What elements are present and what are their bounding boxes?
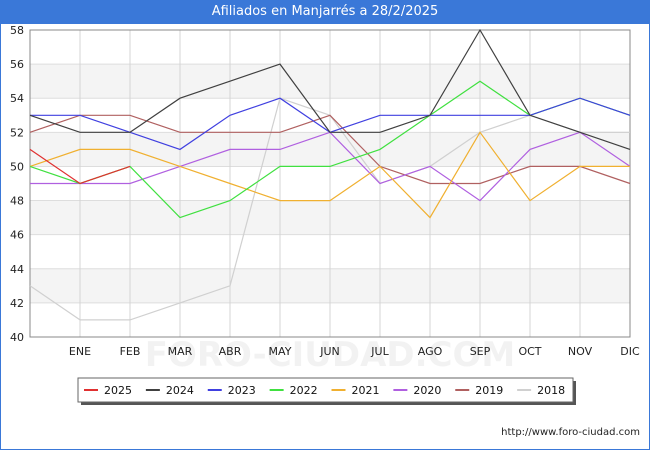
legend-label-2025: 2025 <box>104 384 132 397</box>
x-tick-label: AGO <box>418 345 443 358</box>
x-tick-label: SEP <box>470 345 491 358</box>
title-bar <box>0 0 650 24</box>
legend-label-2019: 2019 <box>475 384 503 397</box>
legend-label-2018: 2018 <box>537 384 565 397</box>
series-line-2025 <box>29 148 131 185</box>
x-tick-label: OCT <box>518 345 541 358</box>
x-tick-label: NOV <box>568 345 593 358</box>
x-tick-label: ENE <box>69 345 91 358</box>
y-tick-label: 50 <box>10 160 24 173</box>
legend-label-2020: 2020 <box>413 384 441 397</box>
y-tick-label: 52 <box>10 126 24 139</box>
x-tick-label: JUN <box>319 345 340 358</box>
x-tick-label: DIC <box>620 345 640 358</box>
watermark-text: FORO-CIUDAD.COM <box>145 335 516 375</box>
y-tick-label: 56 <box>10 58 24 71</box>
series-line-2019 <box>29 114 631 185</box>
y-tick-label: 58 <box>10 24 24 37</box>
y-tick-label: 44 <box>10 263 24 276</box>
legend-label-2024: 2024 <box>166 384 194 397</box>
series-line-2024 <box>29 28 631 150</box>
x-tick-label: MAR <box>168 345 193 358</box>
x-tick-label: MAY <box>269 345 292 358</box>
legend-label-2022: 2022 <box>290 384 318 397</box>
source-url[interactable]: http://www.foro-ciudad.com <box>501 427 640 438</box>
x-tick-label: ABR <box>219 345 242 358</box>
x-tick-label: FEB <box>120 345 141 358</box>
legend-label-2021: 2021 <box>352 384 380 397</box>
x-tick-label: JUL <box>370 345 389 358</box>
y-tick-label: 48 <box>10 195 24 208</box>
series-line-2021 <box>29 131 630 219</box>
y-tick-label: 54 <box>10 92 24 105</box>
y-tick-label: 42 <box>10 297 24 310</box>
legend-label-2023: 2023 <box>228 384 256 397</box>
legend-box <box>77 377 574 403</box>
y-tick-label: 40 <box>10 331 24 344</box>
y-tick-label: 46 <box>10 229 24 242</box>
chart-title: Afiliados en Manjarrés a 28/2/2025 <box>211 4 439 19</box>
